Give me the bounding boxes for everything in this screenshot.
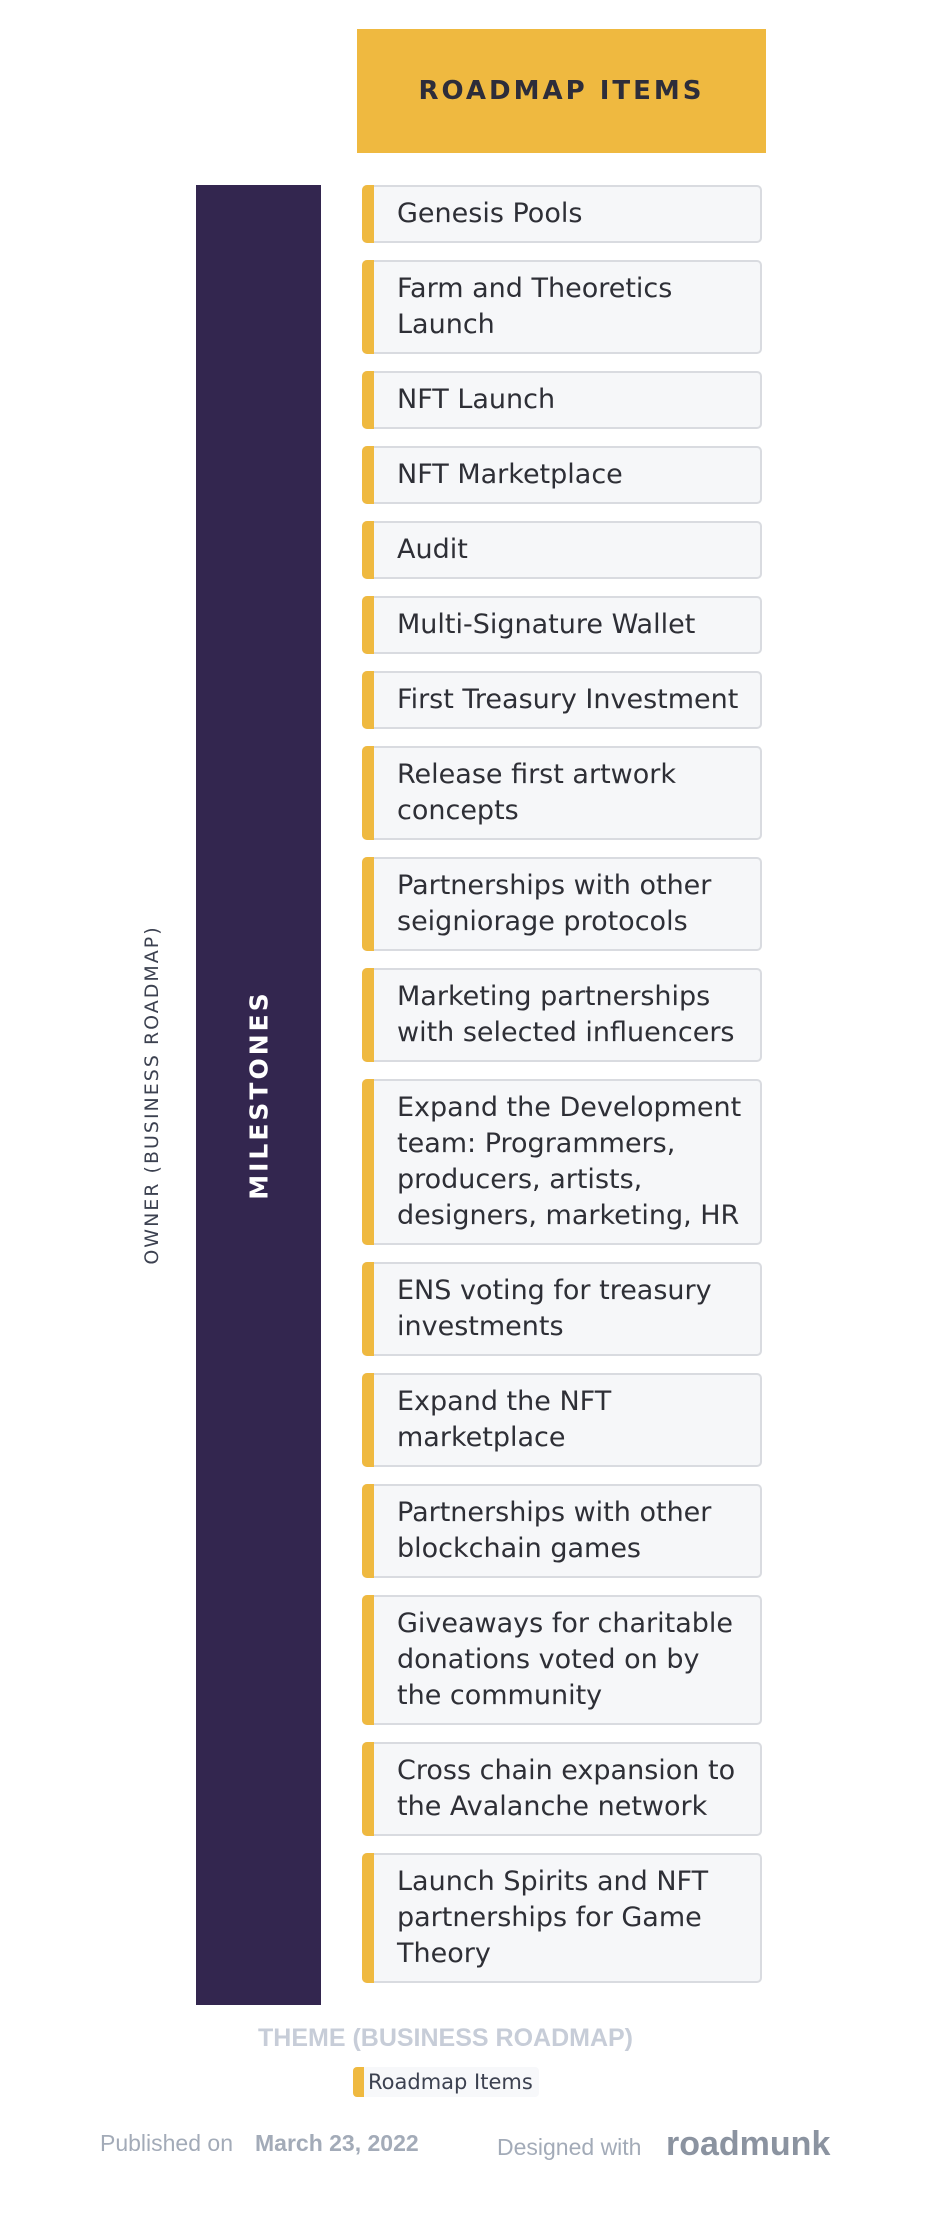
designed-with-label: Designed with (497, 2134, 642, 2160)
roadmap-item-label: Audit (397, 534, 468, 565)
published-on-label: Published on (100, 2130, 233, 2156)
legend-color-swatch (353, 2067, 364, 2097)
item-color-accent (362, 185, 374, 243)
milestones-group-label: MILESTONES (244, 990, 274, 1200)
roadmap-item-label: Expand the Development team: Programmers… (397, 1092, 742, 1231)
item-color-accent (362, 521, 374, 579)
item-color-accent (362, 746, 374, 840)
roadmap-item[interactable]: Marketing partnerships with selected inf… (362, 968, 762, 1062)
roadmap-item-label: First Treasury Investment (397, 684, 739, 715)
roadmap-item-list: Genesis Pools Farm and Theoretics Launch… (362, 185, 762, 2000)
item-color-accent (362, 857, 374, 951)
roadmap-item[interactable]: Expand the Development team: Programmers… (362, 1079, 762, 1245)
roadmap-item-label: NFT Marketplace (397, 459, 623, 490)
roadmap-item-label: Partnerships with other seigniorage prot… (397, 870, 712, 937)
owner-label: OWNER (BUSINESS ROADMAP) (141, 925, 163, 1265)
roadmap-items-header: ROADMAP ITEMS (357, 29, 766, 153)
legend-title: THEME (BUSINESS ROADMAP) (258, 2024, 634, 2052)
item-color-accent (362, 371, 374, 429)
item-color-accent (362, 1595, 374, 1725)
published-date: March 23, 2022 (255, 2130, 419, 2156)
roadmap-item-label: Cross chain expansion to the Avalanche n… (397, 1755, 736, 1822)
item-color-accent (362, 446, 374, 504)
roadmap-item-label: Expand the NFT marketplace (397, 1386, 612, 1453)
item-color-accent (362, 1484, 374, 1578)
item-color-accent (362, 260, 374, 354)
roadmap-item-label: Multi-Signature Wallet (397, 609, 696, 640)
roadmap-item[interactable]: ENS voting for treasury investments (362, 1262, 762, 1356)
roadmap-item-label: Release first artwork concepts (397, 759, 676, 826)
roadmap-item[interactable]: First Treasury Investment (362, 671, 762, 729)
roadmap-item[interactable]: NFT Marketplace (362, 446, 762, 504)
roadmap-item[interactable]: Farm and Theoretics Launch (362, 260, 762, 354)
roadmap-item-label: Marketing partnerships with selected inf… (397, 981, 735, 1048)
roadmap-item[interactable]: Release first artwork concepts (362, 746, 762, 840)
roadmap-item-label: Genesis Pools (397, 198, 583, 229)
item-color-accent (362, 1853, 374, 1983)
roadmap-item[interactable]: Audit (362, 521, 762, 579)
roadmap-item[interactable]: Giveaways for charitable donations voted… (362, 1595, 762, 1725)
item-color-accent (362, 968, 374, 1062)
item-color-accent (362, 671, 374, 729)
roadmap-item[interactable]: Expand the NFT marketplace (362, 1373, 762, 1467)
item-color-accent (362, 1742, 374, 1836)
roadmap-item[interactable]: Partnerships with other blockchain games (362, 1484, 762, 1578)
milestones-group-bar (196, 185, 321, 2005)
roadmap-item-label: Farm and Theoretics Launch (397, 273, 673, 340)
roadmap-item-label: ENS voting for treasury investments (397, 1275, 712, 1342)
roadmap-item[interactable]: Partnerships with other seigniorage prot… (362, 857, 762, 951)
legend-item-roadmap-items[interactable]: Roadmap Items (353, 2067, 539, 2097)
roadmap-item[interactable]: NFT Launch (362, 371, 762, 429)
item-color-accent (362, 1262, 374, 1356)
roadmap-item[interactable]: Launch Spirits and NFT partnerships for … (362, 1853, 762, 1983)
roadmap-item-label: Partnerships with other blockchain games (397, 1497, 712, 1564)
header-title: ROADMAP ITEMS (418, 76, 705, 106)
item-color-accent (362, 1079, 374, 1245)
legend-item-label: Roadmap Items (368, 2070, 533, 2094)
roadmap-item[interactable]: Multi-Signature Wallet (362, 596, 762, 654)
roadmap-item[interactable]: Cross chain expansion to the Avalanche n… (362, 1742, 762, 1836)
roadmunk-logo[interactable]: roadmunk (666, 2125, 831, 2163)
roadmap-item-label: Launch Spirits and NFT partnerships for … (397, 1866, 709, 1969)
roadmap-item[interactable]: Genesis Pools (362, 185, 762, 243)
roadmap-item-label: NFT Launch (397, 384, 556, 415)
item-color-accent (362, 1373, 374, 1467)
roadmap-item-label: Giveaways for charitable donations voted… (397, 1608, 734, 1711)
item-color-accent (362, 596, 374, 654)
